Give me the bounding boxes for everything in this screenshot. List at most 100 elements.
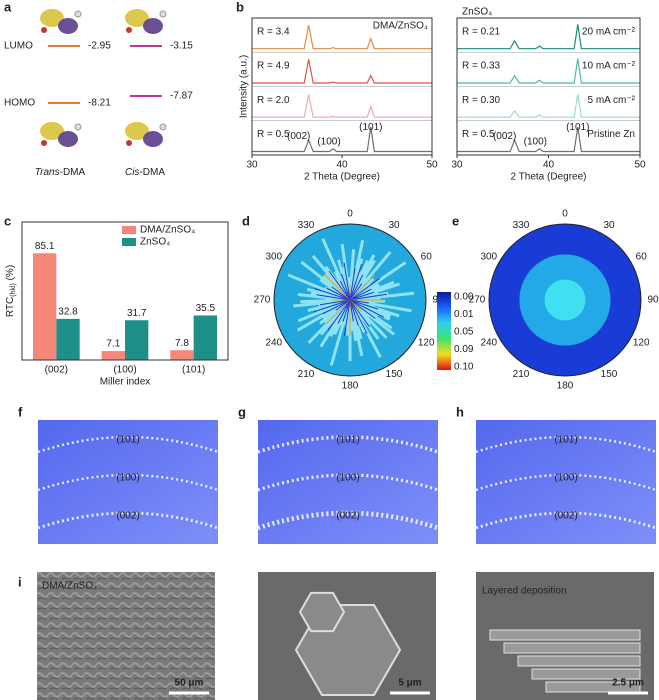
diffraction-ring bbox=[257, 473, 439, 492]
xrd-trace bbox=[252, 59, 432, 84]
angle-label: 300 bbox=[480, 252, 497, 263]
colorbar-label: 0.00 bbox=[454, 292, 474, 303]
x-tick-label: 50 bbox=[426, 160, 438, 171]
atom bbox=[159, 123, 167, 131]
bar bbox=[193, 315, 218, 360]
peak-label: (101) bbox=[359, 122, 382, 133]
atom bbox=[126, 140, 132, 146]
xrd-trace bbox=[457, 94, 640, 118]
sem-layer bbox=[489, 629, 641, 641]
bar bbox=[101, 351, 125, 360]
condition-label: 20 mA cm⁻² bbox=[582, 26, 636, 37]
orbital-lobe bbox=[143, 18, 163, 34]
pole-texture bbox=[319, 299, 351, 306]
pole-texture bbox=[337, 299, 351, 324]
angle-label: 270 bbox=[254, 295, 271, 306]
colorbar-label: 0.01 bbox=[454, 309, 474, 320]
diffraction-ring bbox=[37, 435, 219, 454]
pole-texture bbox=[349, 274, 364, 301]
condition-label: 5 mA cm⁻² bbox=[587, 95, 635, 106]
series-label: R = 2.0 bbox=[257, 95, 290, 106]
angle-label: 150 bbox=[601, 369, 618, 380]
sem-caption: DMA/ZnSO₄ bbox=[42, 581, 97, 592]
pole-texture bbox=[349, 299, 368, 334]
pole-texture bbox=[349, 299, 376, 319]
molecule-suffix: -DMA bbox=[60, 167, 86, 178]
x-tick-label: 40 bbox=[543, 160, 555, 171]
orbital-lobe bbox=[58, 131, 78, 147]
orbital-lobe bbox=[125, 122, 149, 140]
angle-label: 240 bbox=[480, 338, 497, 349]
pole-texture bbox=[326, 287, 351, 301]
angle-label: 180 bbox=[557, 381, 574, 392]
bar bbox=[170, 350, 194, 360]
pole-texture bbox=[316, 294, 351, 301]
pole-texture bbox=[314, 287, 351, 301]
angle-label: 90 bbox=[647, 295, 659, 306]
pole-texture bbox=[349, 299, 359, 327]
pole-core bbox=[544, 279, 586, 321]
peak-label: (100) bbox=[317, 137, 340, 148]
value-label: 7.8 bbox=[175, 338, 189, 349]
pole-texture bbox=[349, 263, 363, 301]
panel-label: b bbox=[236, 0, 244, 14]
series-label: R = 0.21 bbox=[462, 26, 501, 37]
plane-label: (101) bbox=[116, 435, 139, 446]
series-label: R = 0.33 bbox=[462, 61, 501, 72]
plane-label: (002) bbox=[554, 511, 577, 522]
panel-label: a bbox=[4, 0, 12, 14]
sem-layer bbox=[503, 642, 641, 654]
x-tick-label: 40 bbox=[336, 160, 348, 171]
y-label-sub: (hkl) bbox=[10, 283, 17, 297]
value-label: 7.1 bbox=[106, 339, 120, 350]
angle-label: 330 bbox=[298, 220, 315, 231]
bar bbox=[125, 320, 149, 360]
colorbar-label: 0.09 bbox=[454, 344, 474, 355]
angle-label: 60 bbox=[421, 252, 433, 263]
pole-texture bbox=[342, 299, 351, 322]
xrd-trace bbox=[252, 24, 432, 50]
pole-texture bbox=[349, 299, 379, 310]
condition-label: Pristine Zn bbox=[587, 129, 635, 140]
y-label-unit: (%) bbox=[5, 265, 16, 283]
pole-texture bbox=[331, 286, 351, 301]
atom bbox=[41, 27, 47, 33]
xrd-trace bbox=[252, 94, 432, 118]
atom bbox=[74, 123, 82, 131]
pole-texture bbox=[323, 273, 351, 301]
diffraction-ring bbox=[475, 473, 657, 492]
panel-label: h bbox=[456, 404, 464, 419]
colorbar-label: 0.10 bbox=[454, 362, 474, 373]
plane-label: (100) bbox=[336, 473, 359, 484]
pole-texture bbox=[349, 288, 372, 301]
pole-texture bbox=[313, 299, 351, 313]
angle-label: 60 bbox=[636, 252, 648, 263]
pole-texture bbox=[328, 270, 351, 301]
diffraction-ring bbox=[257, 435, 439, 454]
x-axis-label: 2 Theta (Degree) bbox=[511, 172, 587, 183]
energy-value: -2.95 bbox=[88, 41, 111, 52]
pole-texture bbox=[349, 293, 387, 301]
angle-label: 330 bbox=[513, 220, 530, 231]
pole-texture bbox=[349, 283, 363, 301]
legend-label: ZnSO₄ bbox=[140, 237, 170, 248]
orbital-lobe bbox=[143, 131, 163, 147]
x-tick-label: (002) bbox=[45, 365, 68, 376]
atom bbox=[126, 27, 132, 33]
plane-label: (100) bbox=[116, 473, 139, 484]
y-axis-label: RTC(hkl) (%) bbox=[5, 265, 17, 317]
series-label: R = 0.5 bbox=[462, 129, 495, 140]
pole-texture bbox=[327, 299, 351, 331]
pole-texture bbox=[349, 291, 375, 301]
angle-label: 120 bbox=[418, 338, 435, 349]
energy-value: -3.15 bbox=[170, 41, 193, 52]
pole-texture bbox=[349, 268, 356, 301]
angle-label: 30 bbox=[603, 220, 615, 231]
chart-title: ZnSO₄ bbox=[462, 7, 492, 18]
pole-texture bbox=[349, 278, 380, 301]
plane-label: (002) bbox=[336, 511, 359, 522]
bar bbox=[32, 253, 57, 360]
molecule-suffix: -DMA bbox=[139, 167, 165, 178]
atom bbox=[74, 10, 82, 18]
